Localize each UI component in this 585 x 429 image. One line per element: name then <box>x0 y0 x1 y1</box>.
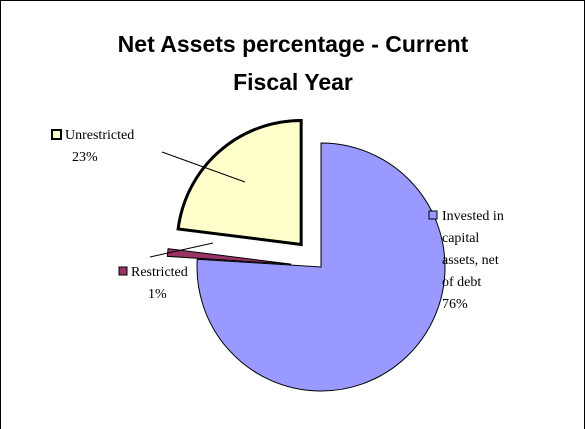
leader-line-unrestricted <box>161 151 246 183</box>
label-name-invested-line-2: capital <box>442 231 479 246</box>
leader-line-restricted <box>149 242 214 258</box>
pie-slice-unrestricted <box>176 118 303 247</box>
pie-slice-invested <box>196 142 446 392</box>
chart-title-line-1: Net Assets percentage - Current <box>118 31 469 57</box>
pie-slice-restricted <box>166 248 292 265</box>
data-label-invested: Invested in capital assets, net of debt … <box>428 209 504 312</box>
label-name-restricted: Restricted <box>131 265 188 280</box>
label-name-invested-line-1: Invested in <box>442 209 504 224</box>
label-swatch-unrestricted <box>51 129 62 140</box>
chart-title-line-2: Fiscal Year <box>233 69 353 95</box>
data-label-unrestricted: Unrestricted 23% <box>51 128 134 165</box>
pie-slices <box>166 118 446 392</box>
label-name-invested-line-3: assets, net <box>442 253 499 268</box>
label-percent-unrestricted: 23% <box>72 150 98 165</box>
label-name-invested-line-4: of debt <box>442 275 481 290</box>
label-percent-invested: 76% <box>442 297 468 312</box>
label-name-unrestricted: Unrestricted <box>65 128 134 143</box>
label-percent-restricted: 1% <box>148 287 167 302</box>
label-swatch-invested <box>428 210 438 220</box>
label-swatch-restricted <box>118 266 128 276</box>
data-label-restricted: Restricted 1% <box>118 265 188 302</box>
